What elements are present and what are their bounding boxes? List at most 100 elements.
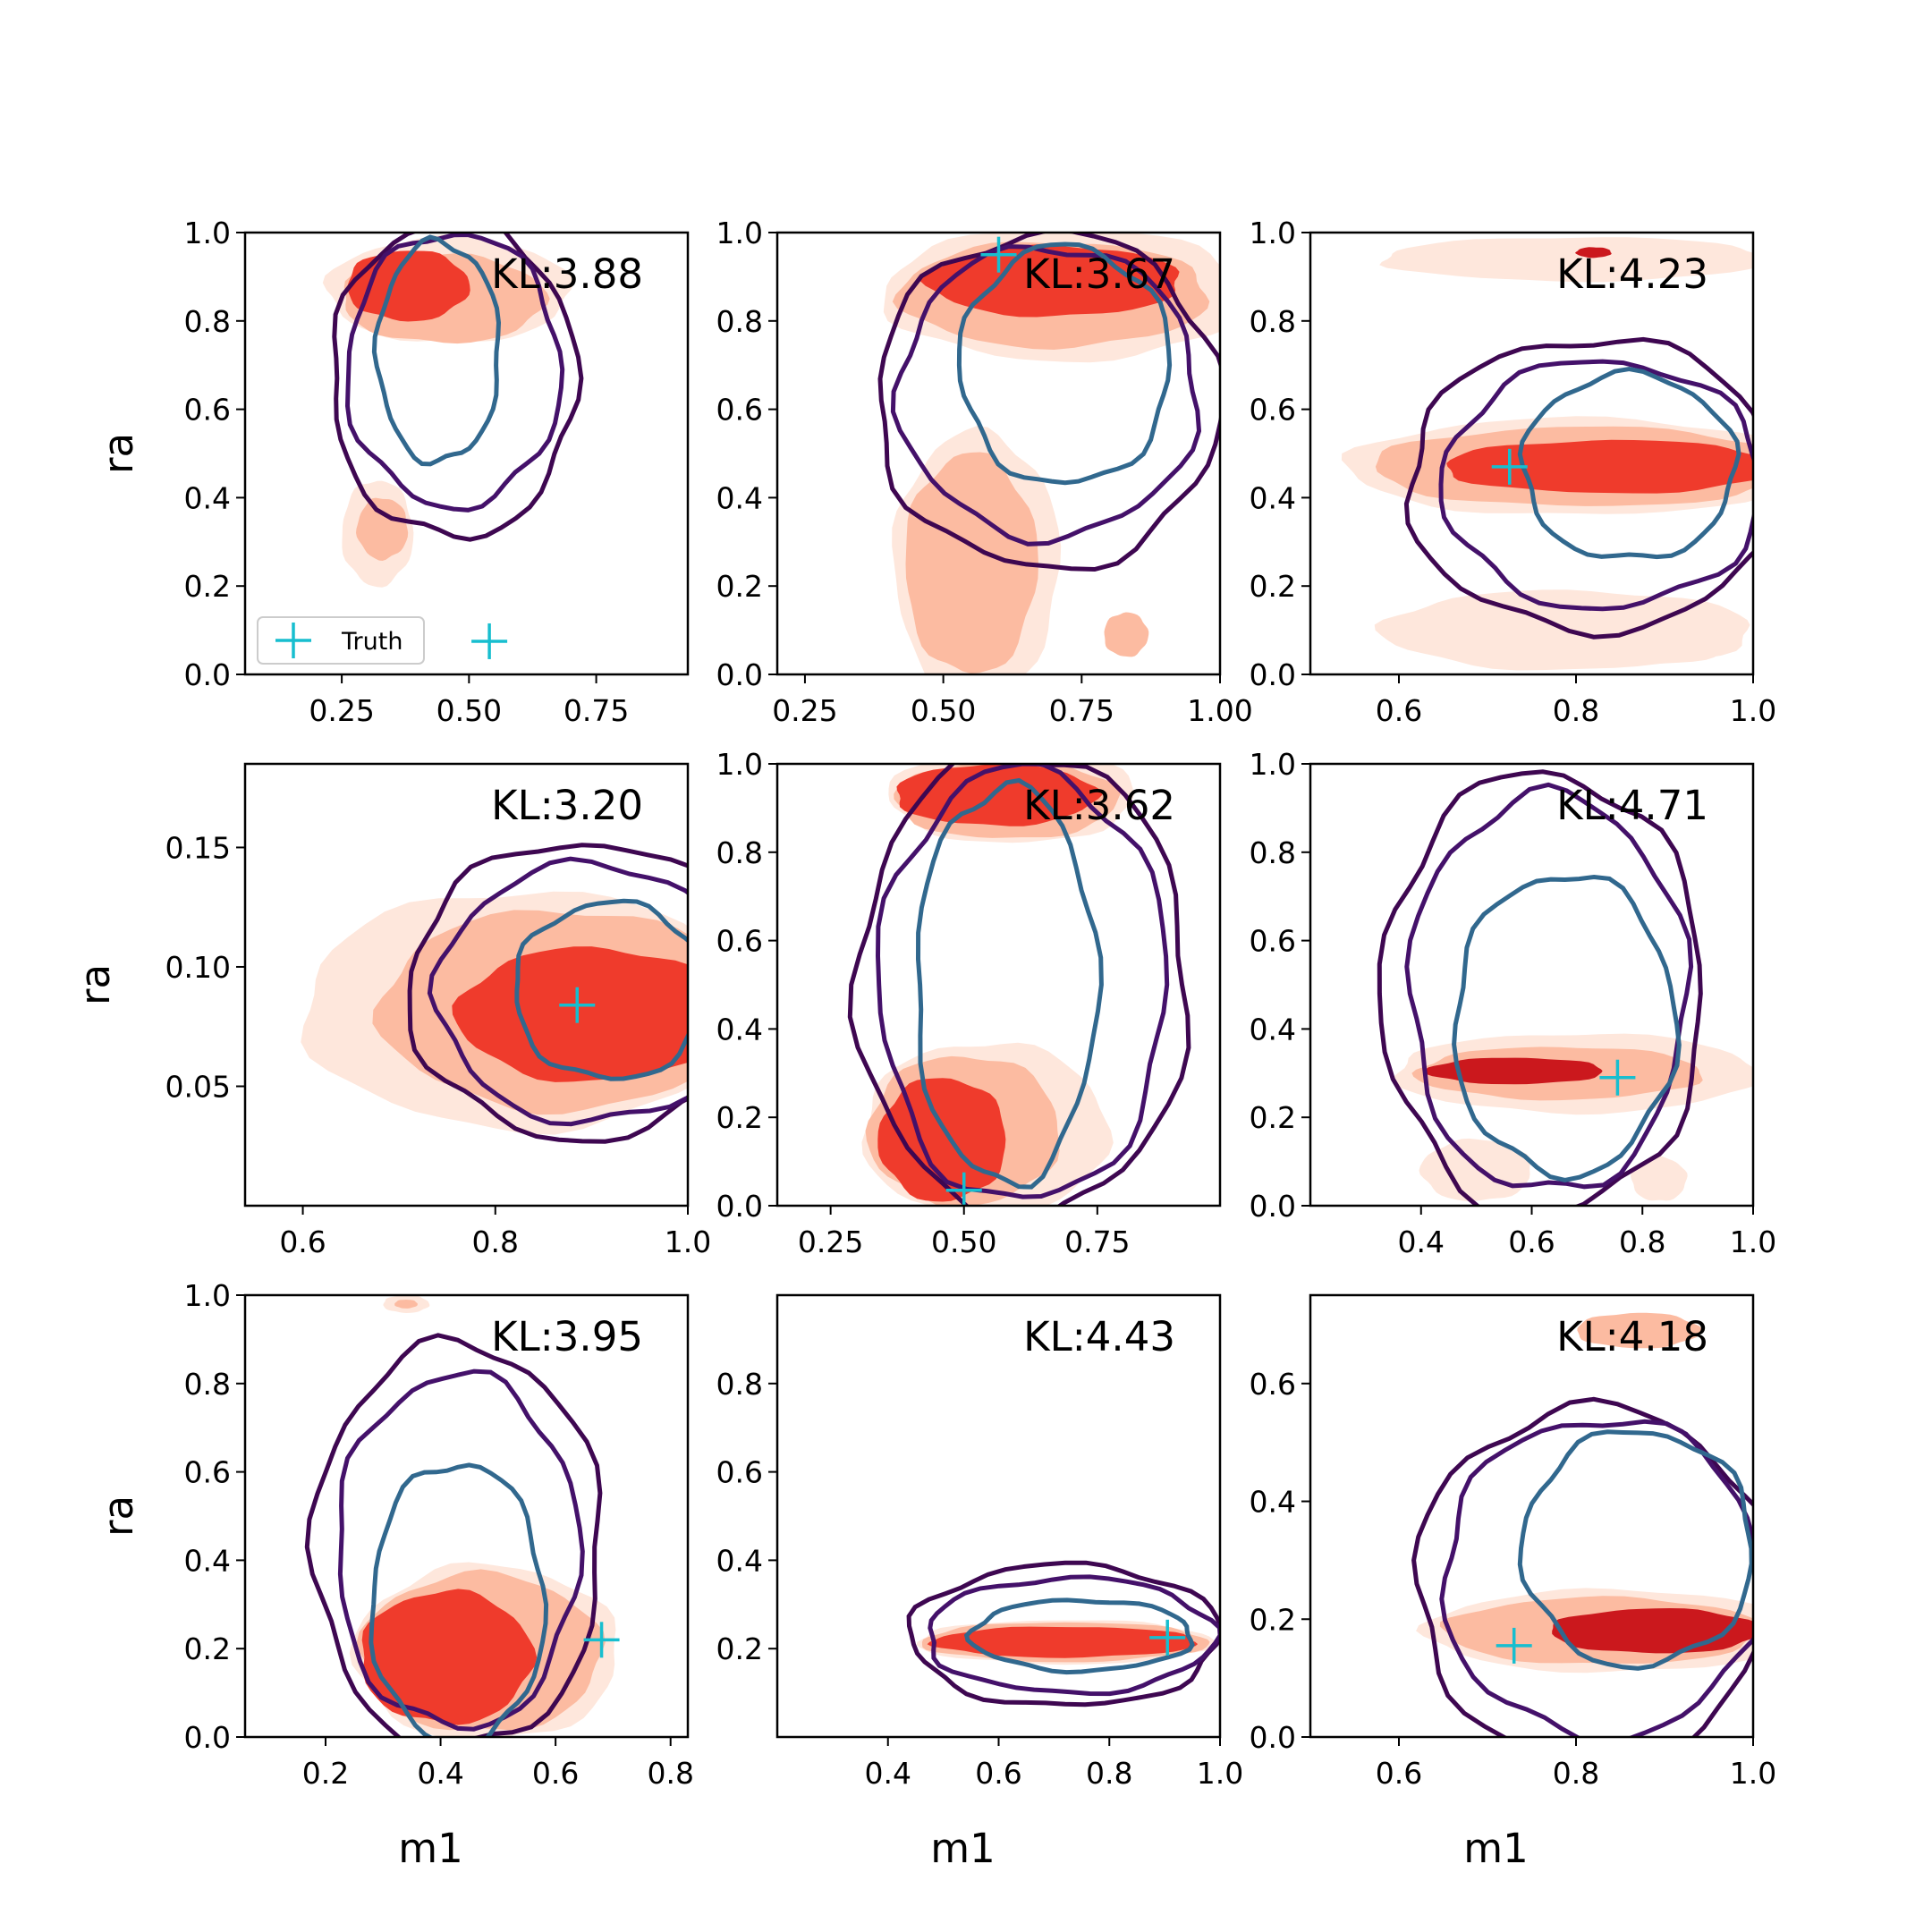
x-tick-label: 0.50 bbox=[436, 693, 502, 728]
density-fill bbox=[1577, 1312, 1701, 1349]
axes-frame bbox=[1309, 231, 1755, 676]
legend: Truth bbox=[257, 616, 425, 665]
truth-marker bbox=[471, 623, 508, 659]
y-tick-label: 0.2 bbox=[184, 569, 231, 604]
y-tick-label: 0.6 bbox=[716, 1455, 763, 1490]
y-tick-label: 0.0 bbox=[184, 1720, 231, 1755]
x-tick-label: 0.25 bbox=[798, 1224, 863, 1259]
y-tick-label: 0.6 bbox=[184, 393, 231, 428]
density-fill bbox=[1425, 1057, 1603, 1085]
density-contour bbox=[369, 1462, 549, 1737]
subplot-3: 0.6 0.8 1.0 0.0 0.2 0.4 0.6 0.8 1.0 KL:4.23 bbox=[1250, 216, 1777, 728]
x-tick-label: 0.4 bbox=[865, 1756, 911, 1791]
y-tick-label: 0.2 bbox=[1250, 569, 1296, 604]
truth-marker bbox=[1149, 1619, 1186, 1656]
density-contour bbox=[915, 777, 1104, 1190]
y-tick-label: 0.2 bbox=[716, 1100, 763, 1135]
y-tick-label: 0.4 bbox=[1250, 1485, 1296, 1520]
y-tick-label: 0.8 bbox=[1250, 304, 1296, 339]
plot-area bbox=[304, 1295, 620, 1737]
y-axis-title: ra bbox=[95, 433, 142, 474]
y-tick-label: 0.4 bbox=[184, 480, 231, 515]
x-tick-label: 0.50 bbox=[911, 693, 976, 728]
y-tick-label: 0.6 bbox=[1250, 924, 1296, 959]
legend-box bbox=[257, 616, 425, 665]
axes-frame bbox=[243, 762, 690, 1208]
y-axis-title: ra bbox=[72, 964, 119, 1005]
y-tick-label: 1.0 bbox=[716, 216, 763, 250]
density-contour bbox=[332, 233, 584, 542]
y-tick-label: 0.2 bbox=[716, 1631, 763, 1666]
y-tick-label: 0.4 bbox=[184, 1543, 231, 1578]
density-fill bbox=[919, 244, 1180, 318]
x-tick-label: 0.8 bbox=[1553, 693, 1599, 728]
density-fill bbox=[905, 452, 1038, 674]
density-contour bbox=[344, 233, 565, 513]
density-contour bbox=[1452, 874, 1682, 1182]
y-tick-label: 0.10 bbox=[165, 950, 231, 985]
x-tick-label: 0.6 bbox=[279, 1224, 326, 1259]
density-contour bbox=[371, 234, 502, 467]
density-fill bbox=[1379, 237, 1753, 283]
x-tick-label: 0.8 bbox=[1086, 1756, 1132, 1791]
legend-label: Truth bbox=[341, 628, 402, 656]
subplot-5: 0.25 0.50 0.75 0.0 0.2 0.4 0.6 0.8 1.0 KL:3.62 bbox=[716, 747, 1222, 1259]
x-axis-title: m1 bbox=[930, 1825, 995, 1872]
density-contour bbox=[906, 1560, 1220, 1707]
kl-label: KL:3.88 bbox=[491, 250, 643, 298]
y-tick-label: 0.15 bbox=[165, 830, 231, 865]
density-contour bbox=[514, 898, 688, 1081]
y-tick-label: 0.6 bbox=[716, 393, 763, 428]
x-tick-label: 0.75 bbox=[1064, 1224, 1130, 1259]
density-contour bbox=[407, 843, 688, 1144]
x-tick-label: 0.6 bbox=[1376, 1756, 1422, 1791]
plot-area bbox=[847, 764, 1191, 1206]
y-axis-title: ra bbox=[95, 1496, 142, 1537]
subplot-6: 0.4 0.6 0.8 1.0 0.0 0.2 0.4 0.6 0.8 1.0 KL:4.71 bbox=[1250, 747, 1777, 1259]
y-tick-label: 0.0 bbox=[716, 657, 763, 692]
truth-marker bbox=[1496, 1627, 1532, 1664]
y-tick-label: 0.4 bbox=[716, 480, 763, 515]
truth-marker bbox=[945, 1172, 982, 1206]
x-tick-label: 1.0 bbox=[1197, 1756, 1243, 1791]
x-tick-label: 0.8 bbox=[472, 1224, 519, 1259]
density-contour bbox=[1403, 336, 1753, 640]
axes-frame bbox=[775, 1293, 1222, 1739]
density-contour bbox=[1438, 359, 1753, 612]
density-contour bbox=[847, 764, 1191, 1206]
density-fill bbox=[1504, 621, 1735, 665]
y-tick-label: 0.6 bbox=[1250, 1367, 1296, 1402]
axes-frame bbox=[243, 231, 690, 676]
y-tick-label: 0.4 bbox=[1250, 480, 1296, 515]
y-tick-label: 0.6 bbox=[184, 1455, 231, 1490]
y-tick-label: 1.0 bbox=[1250, 216, 1296, 250]
density-contour bbox=[963, 1597, 1195, 1675]
subplot-8: 0.4 0.6 0.8 1.0 0.2 0.4 0.6 0.8 KL:4.43 m1 bbox=[716, 1293, 1243, 1872]
y-tick-label: 0.0 bbox=[1250, 1720, 1296, 1755]
y-tick-label: 0.6 bbox=[716, 924, 763, 959]
y-tick-label: 0.0 bbox=[184, 657, 231, 692]
kl-label: KL:3.20 bbox=[491, 782, 643, 829]
y-tick-label: 0.8 bbox=[716, 304, 763, 339]
kl-label: KL:3.95 bbox=[491, 1313, 643, 1360]
x-tick-label: 0.6 bbox=[1376, 693, 1422, 728]
plot-area bbox=[877, 233, 1220, 674]
density-fill bbox=[356, 497, 409, 561]
y-tick-label: 0.2 bbox=[1250, 1602, 1296, 1637]
density-contour bbox=[877, 233, 1220, 572]
truth-marker bbox=[1491, 448, 1528, 485]
density-contour bbox=[928, 1574, 1220, 1697]
kl-label: KL:3.62 bbox=[1023, 782, 1175, 829]
plot-area bbox=[906, 1560, 1220, 1707]
truth-marker bbox=[559, 987, 596, 1023]
y-tick-label: 0.8 bbox=[184, 304, 231, 339]
x-tick-label: 0.75 bbox=[564, 693, 629, 728]
y-tick-label: 0.4 bbox=[716, 1012, 763, 1046]
axes-frame bbox=[1309, 1293, 1755, 1739]
plot-area bbox=[322, 233, 584, 659]
density-contour bbox=[1377, 769, 1703, 1206]
kl-label: KL:4.23 bbox=[1556, 250, 1708, 298]
plot-area bbox=[1411, 1312, 1753, 1737]
x-tick-label: 0.4 bbox=[1398, 1224, 1445, 1259]
